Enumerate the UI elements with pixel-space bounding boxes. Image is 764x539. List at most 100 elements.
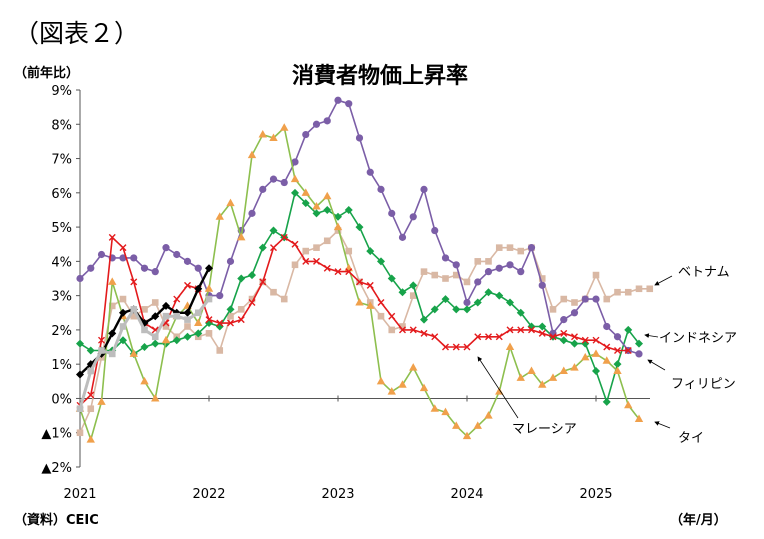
data-point: [183, 332, 192, 341]
data-point: [571, 333, 578, 341]
series-フィリピン: [76, 96, 643, 358]
data-point: [345, 100, 353, 108]
data-point: [184, 281, 191, 289]
data-point: [517, 326, 525, 334]
data-point: [603, 343, 611, 351]
data-point: [517, 247, 525, 255]
data-point: [624, 400, 633, 409]
data-point: [377, 312, 385, 320]
data-point: [151, 393, 160, 402]
data-point: [205, 316, 213, 324]
data-point: [399, 326, 406, 334]
data-point: [366, 168, 374, 176]
data-point: [409, 292, 417, 299]
data-point: [334, 212, 342, 221]
data-point: [313, 244, 320, 251]
data-point: [205, 295, 213, 303]
data-point: [237, 306, 245, 313]
data-point: [345, 247, 353, 255]
data-point: [205, 264, 213, 273]
data-point: [130, 254, 138, 262]
data-point: [97, 397, 106, 405]
data-point: [387, 387, 396, 395]
data-point: [194, 284, 203, 293]
data-point: [248, 209, 256, 217]
series-label: フィリピン: [671, 377, 736, 392]
data-point: [280, 295, 288, 303]
data-point: [442, 343, 449, 351]
data-point: [484, 411, 493, 419]
data-point: [140, 376, 149, 385]
data-point: [323, 191, 332, 200]
y-tick-label: 4%: [51, 255, 72, 270]
data-point: [527, 244, 536, 252]
data-point: [614, 288, 621, 296]
data-point: [108, 350, 116, 358]
data-point: [87, 405, 95, 413]
data-point: [592, 367, 600, 376]
data-point: [376, 376, 386, 385]
data-point: [388, 312, 396, 320]
data-point: [484, 288, 493, 297]
data-point: [291, 158, 299, 166]
data-point: [258, 243, 267, 252]
data-point: [194, 309, 202, 317]
data-point: [506, 326, 514, 334]
data-point: [388, 209, 396, 217]
data-point: [355, 297, 364, 306]
data-point: [570, 339, 579, 348]
data-point: [377, 298, 385, 306]
data-point: [312, 202, 321, 210]
data-point: [98, 347, 105, 354]
data-point: [548, 373, 558, 381]
y-tick-label: 8%: [51, 118, 72, 133]
data-point: [420, 268, 428, 275]
data-point: [151, 312, 160, 321]
data-point: [592, 295, 600, 303]
data-point: [495, 291, 504, 300]
data-point: [366, 301, 375, 309]
data-point: [301, 199, 310, 208]
data-point: [345, 268, 353, 276]
data-point: [248, 298, 256, 306]
data-point: [538, 281, 546, 289]
data-point: [452, 343, 460, 351]
data-point: [173, 250, 181, 259]
data-point: [592, 336, 600, 344]
data-point: [151, 268, 159, 276]
series-label: タイ: [678, 431, 704, 446]
data-point: [399, 323, 406, 330]
data-point: [183, 308, 192, 317]
data-point: [237, 274, 246, 283]
data-point: [442, 275, 449, 282]
data-point: [635, 339, 643, 348]
data-point: [216, 347, 224, 354]
data-point: [527, 366, 536, 375]
data-point: [140, 264, 149, 272]
data-point: [463, 278, 471, 286]
data-point: [130, 312, 138, 320]
data-point: [452, 261, 460, 269]
data-point: [377, 257, 385, 266]
data-point: [624, 325, 633, 334]
data-point: [592, 271, 600, 279]
series-label: マレーシア: [512, 422, 577, 437]
data-point: [409, 213, 417, 221]
data-point: [538, 380, 547, 388]
data-point: [495, 333, 503, 341]
data-point: [151, 339, 160, 348]
data-point: [151, 299, 159, 306]
data-point: [409, 363, 418, 371]
annotation-arrow: [477, 356, 519, 419]
data-point: [302, 257, 310, 265]
data-point: [473, 298, 482, 307]
data-point: [570, 363, 579, 371]
series-line: [78, 298, 211, 410]
data-point: [474, 258, 482, 265]
data-point: [603, 322, 611, 331]
data-point: [97, 250, 106, 259]
annotation-arrow: [644, 333, 659, 338]
annotation-arrow: [654, 275, 673, 286]
data-point: [269, 226, 278, 235]
